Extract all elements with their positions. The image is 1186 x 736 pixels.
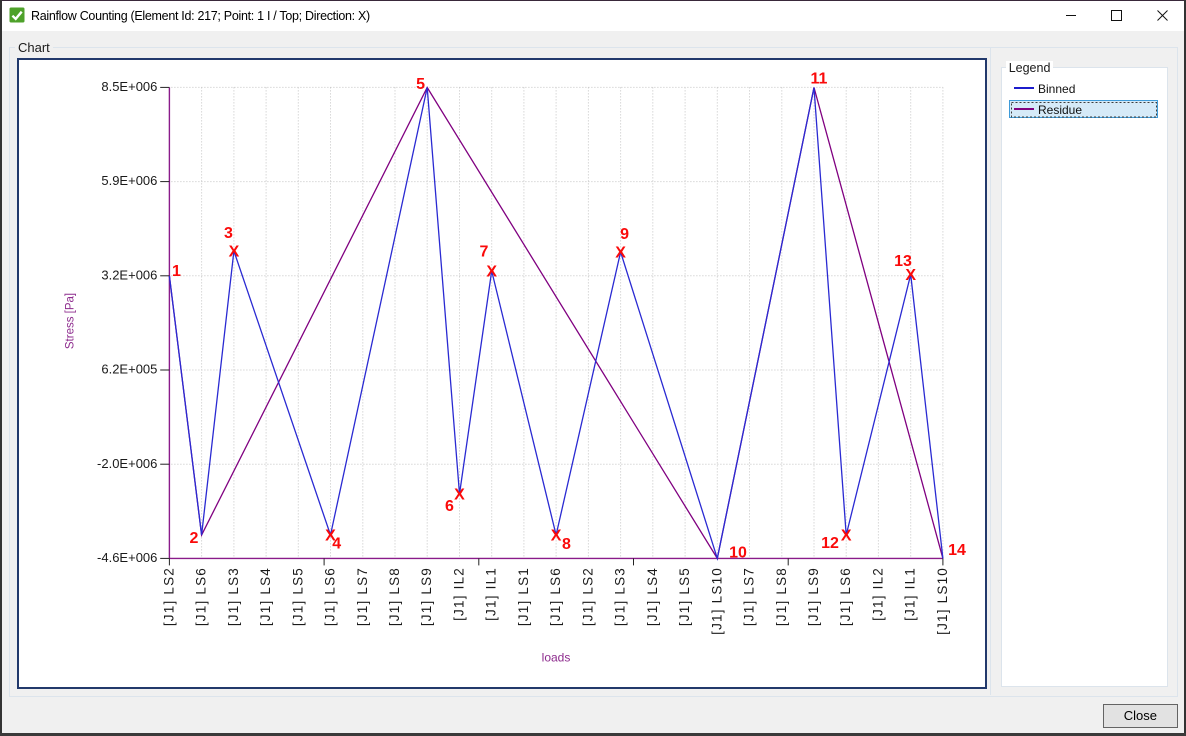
svg-text:[J1] IL2: [J1] IL2 [870,567,885,621]
svg-text:14: 14 [948,542,966,559]
svg-text:5.9E+006: 5.9E+006 [101,173,157,188]
svg-text:10: 10 [729,545,747,562]
svg-text:4: 4 [332,536,341,553]
svg-text:[J1] LS8: [J1] LS8 [774,567,789,626]
svg-text:[J1] LS3: [J1] LS3 [226,567,241,626]
svg-text:[J1] LS1: [J1] LS1 [516,567,531,626]
svg-text:2: 2 [190,530,199,547]
svg-text:7: 7 [480,244,489,261]
svg-text:X: X [905,267,916,284]
svg-text:Stress [Pa]: Stress [Pa] [65,293,77,349]
svg-text:[J1] LS6: [J1] LS6 [838,567,853,626]
svg-text:X: X [229,244,240,261]
svg-text:[J1] IL1: [J1] IL1 [484,567,499,621]
svg-text:5: 5 [416,76,425,93]
svg-text:[J1] LS9: [J1] LS9 [419,567,434,626]
svg-text:[J1] LS2: [J1] LS2 [580,567,595,626]
svg-text:[J1] LS8: [J1] LS8 [387,567,402,626]
svg-text:[J1] LS10: [J1] LS10 [709,567,724,635]
svg-text:X: X [325,528,336,545]
svg-text:[J1] LS7: [J1] LS7 [742,567,757,626]
svg-text:X: X [615,245,626,262]
svg-text:[J1] LS10: [J1] LS10 [935,567,950,635]
svg-text:8.5E+006: 8.5E+006 [101,79,157,94]
svg-text:[J1] LS7: [J1] LS7 [355,567,370,626]
svg-text:3: 3 [224,225,233,242]
svg-text:[J1] IL1: [J1] IL1 [903,567,918,621]
svg-text:1: 1 [172,263,181,280]
svg-text:[J1] LS2: [J1] LS2 [161,567,176,626]
svg-text:[J1] LS9: [J1] LS9 [806,567,821,626]
svg-text:-4.6E+006: -4.6E+006 [97,550,157,565]
svg-text:6: 6 [445,498,454,515]
svg-text:[J1] LS5: [J1] LS5 [677,567,692,626]
svg-text:[J1] LS4: [J1] LS4 [645,567,660,626]
svg-text:3.2E+006: 3.2E+006 [101,267,157,282]
svg-text:6.2E+005: 6.2E+005 [101,362,157,377]
svg-text:X: X [841,528,852,545]
svg-text:X: X [551,528,562,545]
svg-text:[J1] LS6: [J1] LS6 [194,567,209,626]
svg-text:[J1] LS3: [J1] LS3 [613,567,628,626]
svg-text:[J1] IL2: [J1] IL2 [452,567,467,621]
svg-text:9: 9 [620,226,629,243]
svg-text:-2.0E+006: -2.0E+006 [97,456,157,471]
svg-text:[J1] LS6: [J1] LS6 [323,567,338,626]
svg-text:12: 12 [821,535,839,552]
svg-text:11: 11 [811,71,828,88]
svg-text:[J1] LS4: [J1] LS4 [258,567,273,626]
svg-text:[J1] LS5: [J1] LS5 [290,567,305,626]
svg-text:loads: loads [542,650,571,664]
svg-text:X: X [486,264,497,281]
svg-text:X: X [454,487,465,504]
svg-text:[J1] LS6: [J1] LS6 [548,567,563,626]
svg-text:8: 8 [562,536,571,553]
svg-text:13: 13 [894,253,912,270]
